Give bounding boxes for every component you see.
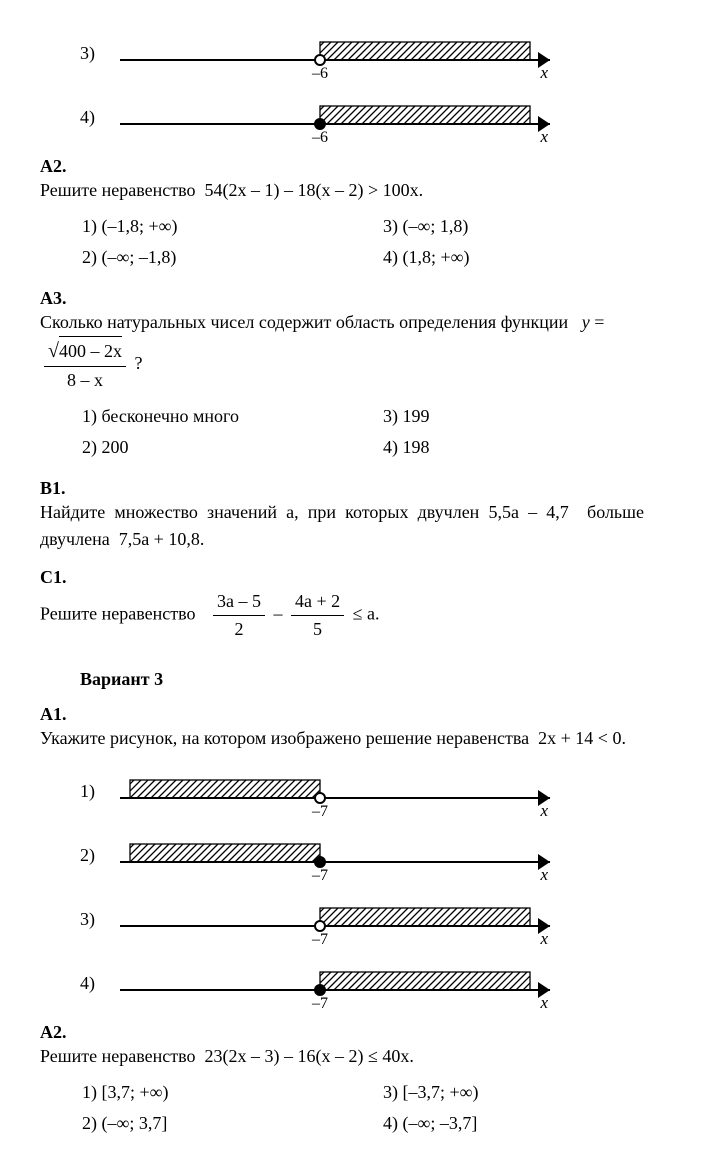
svg-text:–7: –7 — [311, 931, 328, 944]
problem-text: Решите неравенство 54(2x – 1) – 18(x – 2… — [40, 177, 644, 204]
number-line-diagram: –7 x — [110, 894, 570, 944]
fraction: √400 – 2x 8 – x — [44, 336, 126, 394]
prompt-text: Решите неравенство 54(2x – 1) – 18(x – 2… — [40, 180, 423, 200]
number-line-diagram: –7 x — [110, 830, 570, 880]
answer-val: [–3,7; +∞) — [403, 1082, 479, 1102]
problem-label: А3. — [40, 288, 76, 309]
problem-label: А2. — [40, 1022, 76, 1043]
answer-val: (–1,8; +∞) — [102, 216, 178, 236]
answer-num: 3) — [383, 406, 398, 426]
answer-num: 1) — [82, 216, 97, 236]
svg-text:–6: –6 — [311, 129, 328, 142]
fraction-bot: 8 – x — [44, 367, 126, 394]
answer-num: 2) — [82, 437, 97, 457]
problem-text: Решите неравенство 3a – 5 2 – 4a + 2 5 ≤… — [40, 588, 644, 643]
prompt-text: Сколько натуральных чисел содержит облас… — [40, 312, 577, 332]
answer-val: (–∞; –3,7] — [403, 1113, 478, 1133]
prompt-after: ≤ a. — [353, 604, 380, 624]
answer-val: (1,8; +∞) — [403, 247, 470, 267]
problem-a2: А2. Решите неравенство 54(2x – 1) – 18(x… — [40, 156, 684, 274]
svg-text:–7: –7 — [311, 995, 328, 1008]
answer-num: 1) — [82, 406, 97, 426]
prompt-after: ? — [134, 353, 142, 373]
number-line-diagram: –6 x — [110, 92, 570, 142]
problem-text: Найдите множество значений a, при которы… — [40, 499, 644, 553]
problem-text: Сколько натуральных чисел содержит облас… — [40, 309, 644, 394]
answer-val: (–∞; 3,7] — [102, 1113, 168, 1133]
answer-val: [3,7; +∞) — [102, 1082, 169, 1102]
number-line-diagram: –6 x — [110, 28, 570, 78]
answer-num: 4) — [383, 437, 398, 457]
diagram-num: 3) — [80, 43, 110, 64]
answer-num: 4) — [383, 247, 398, 267]
answer-val: 200 — [102, 437, 129, 457]
problem-b1: В1. Найдите множество значений a, при ко… — [40, 478, 684, 553]
minus-sign: – — [273, 604, 287, 624]
svg-text:x: x — [539, 127, 548, 142]
diagram-row: 1) –7 x — [80, 766, 684, 816]
answer-grid: 1) (–1,8; +∞) 3) (–∞; 1,8) 2) (–∞; –1,8)… — [80, 210, 684, 274]
diagram-row: 4) –6 x — [80, 92, 684, 142]
fraction-top: √400 – 2x — [44, 336, 126, 367]
svg-text:x: x — [539, 801, 548, 816]
diagram-num: 4) — [80, 973, 110, 994]
svg-text:x: x — [539, 993, 548, 1008]
svg-text:–6: –6 — [311, 65, 328, 78]
problem-a1-v3: А1. Укажите рисунок, на котором изображе… — [40, 704, 684, 752]
answer-num: 2) — [82, 1113, 97, 1133]
answer-grid: 1) бесконечно много 3) 199 2) 200 4) 198 — [80, 400, 684, 464]
problem-label: В1. — [40, 478, 76, 499]
diagram-row: 2) –7 x — [80, 830, 684, 880]
problem-text: Укажите рисунок, на котором изображено р… — [40, 725, 644, 752]
diagram-num: 2) — [80, 845, 110, 866]
diagram-row: 3) –6 x — [80, 28, 684, 78]
problem-label: С1. — [40, 567, 76, 588]
answer-val: 199 — [403, 406, 430, 426]
problem-a2-v3: А2. Решите неравенство 23(2x – 3) – 16(x… — [40, 1022, 684, 1140]
problem-label: А1. — [40, 704, 76, 725]
answer-num: 1) — [82, 1082, 97, 1102]
svg-text:–7: –7 — [311, 867, 328, 880]
answer-val: бесконечно много — [102, 406, 240, 426]
svg-text:x: x — [539, 929, 548, 944]
fraction-top: 3a – 5 — [213, 588, 265, 616]
answer-num: 3) — [383, 216, 398, 236]
y-equals: y — [582, 312, 590, 332]
answer-num: 3) — [383, 1082, 398, 1102]
sqrt-radicand: 400 – 2x — [59, 336, 122, 365]
answer-val: (–∞; 1,8) — [403, 216, 469, 236]
problem-a3: А3. Сколько натуральных чисел содержит о… — [40, 288, 684, 464]
answer-val: (–∞; –1,8) — [102, 247, 177, 267]
fraction: 3a – 5 2 — [213, 588, 265, 643]
problem-c1: С1. Решите неравенство 3a – 5 2 – 4a + 2… — [40, 567, 684, 643]
problem-text: Решите неравенство 23(2x – 3) – 16(x – 2… — [40, 1043, 644, 1070]
diagram-num: 1) — [80, 781, 110, 802]
fraction-bot: 2 — [213, 616, 265, 643]
fraction-bot: 5 — [291, 616, 344, 643]
number-line-diagram: –7 x — [110, 766, 570, 816]
answer-grid: 1) [3,7; +∞) 3) [–3,7; +∞) 2) (–∞; 3,7] … — [80, 1076, 684, 1140]
answer-val: 198 — [403, 437, 430, 457]
answer-num: 2) — [82, 247, 97, 267]
answer-num: 4) — [383, 1113, 398, 1133]
number-line-diagram: –7 x — [110, 958, 570, 1008]
diagram-num: 3) — [80, 909, 110, 930]
svg-text:–7: –7 — [311, 803, 328, 816]
prompt-text: Решите неравенство — [40, 604, 204, 624]
problem-label: А2. — [40, 156, 76, 177]
diagram-row: 4) –7 x — [80, 958, 684, 1008]
variant-heading: Вариант 3 — [80, 669, 684, 690]
svg-text:x: x — [539, 63, 548, 78]
fraction: 4a + 2 5 — [291, 588, 344, 643]
diagram-num: 4) — [80, 107, 110, 128]
fraction-top: 4a + 2 — [291, 588, 344, 616]
svg-text:x: x — [539, 865, 548, 880]
diagram-row: 3) –7 x — [80, 894, 684, 944]
